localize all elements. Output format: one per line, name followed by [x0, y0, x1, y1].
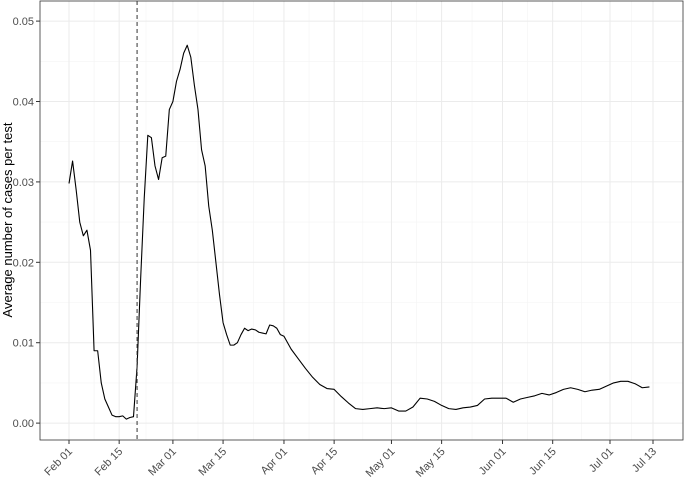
y-tick-label: 0.01 — [13, 338, 34, 350]
x-tick-label: Jun 15 — [527, 446, 559, 478]
y-tick-label: 0.00 — [13, 418, 34, 430]
plot-border — [39, 0, 684, 441]
x-tick-label: Feb 15 — [93, 446, 126, 479]
x-tick-label: Jul 13 — [630, 446, 659, 475]
line — [68, 44, 650, 420]
x-tick-label: Mar 01 — [146, 446, 179, 479]
x-tick-label: Apr 15 — [309, 446, 340, 477]
y-tick-label: 0.05 — [13, 16, 34, 28]
x-tick-label: Jul 01 — [587, 446, 616, 475]
y-tick-label: 0.02 — [13, 257, 34, 269]
y-tick-label: 0.04 — [13, 97, 34, 109]
x-tick-label: Feb 01 — [42, 446, 75, 479]
x-tick-label: Apr 01 — [259, 446, 290, 477]
x-tick-label: Mar 15 — [196, 446, 229, 479]
y-tick-label: 0.03 — [13, 177, 34, 189]
x-tick-label: Jun 01 — [477, 446, 509, 478]
x-tick-label: May 15 — [414, 446, 448, 480]
y-axis-label: Average number of cases per test — [0, 122, 15, 317]
x-tick-label: May 01 — [364, 446, 398, 480]
